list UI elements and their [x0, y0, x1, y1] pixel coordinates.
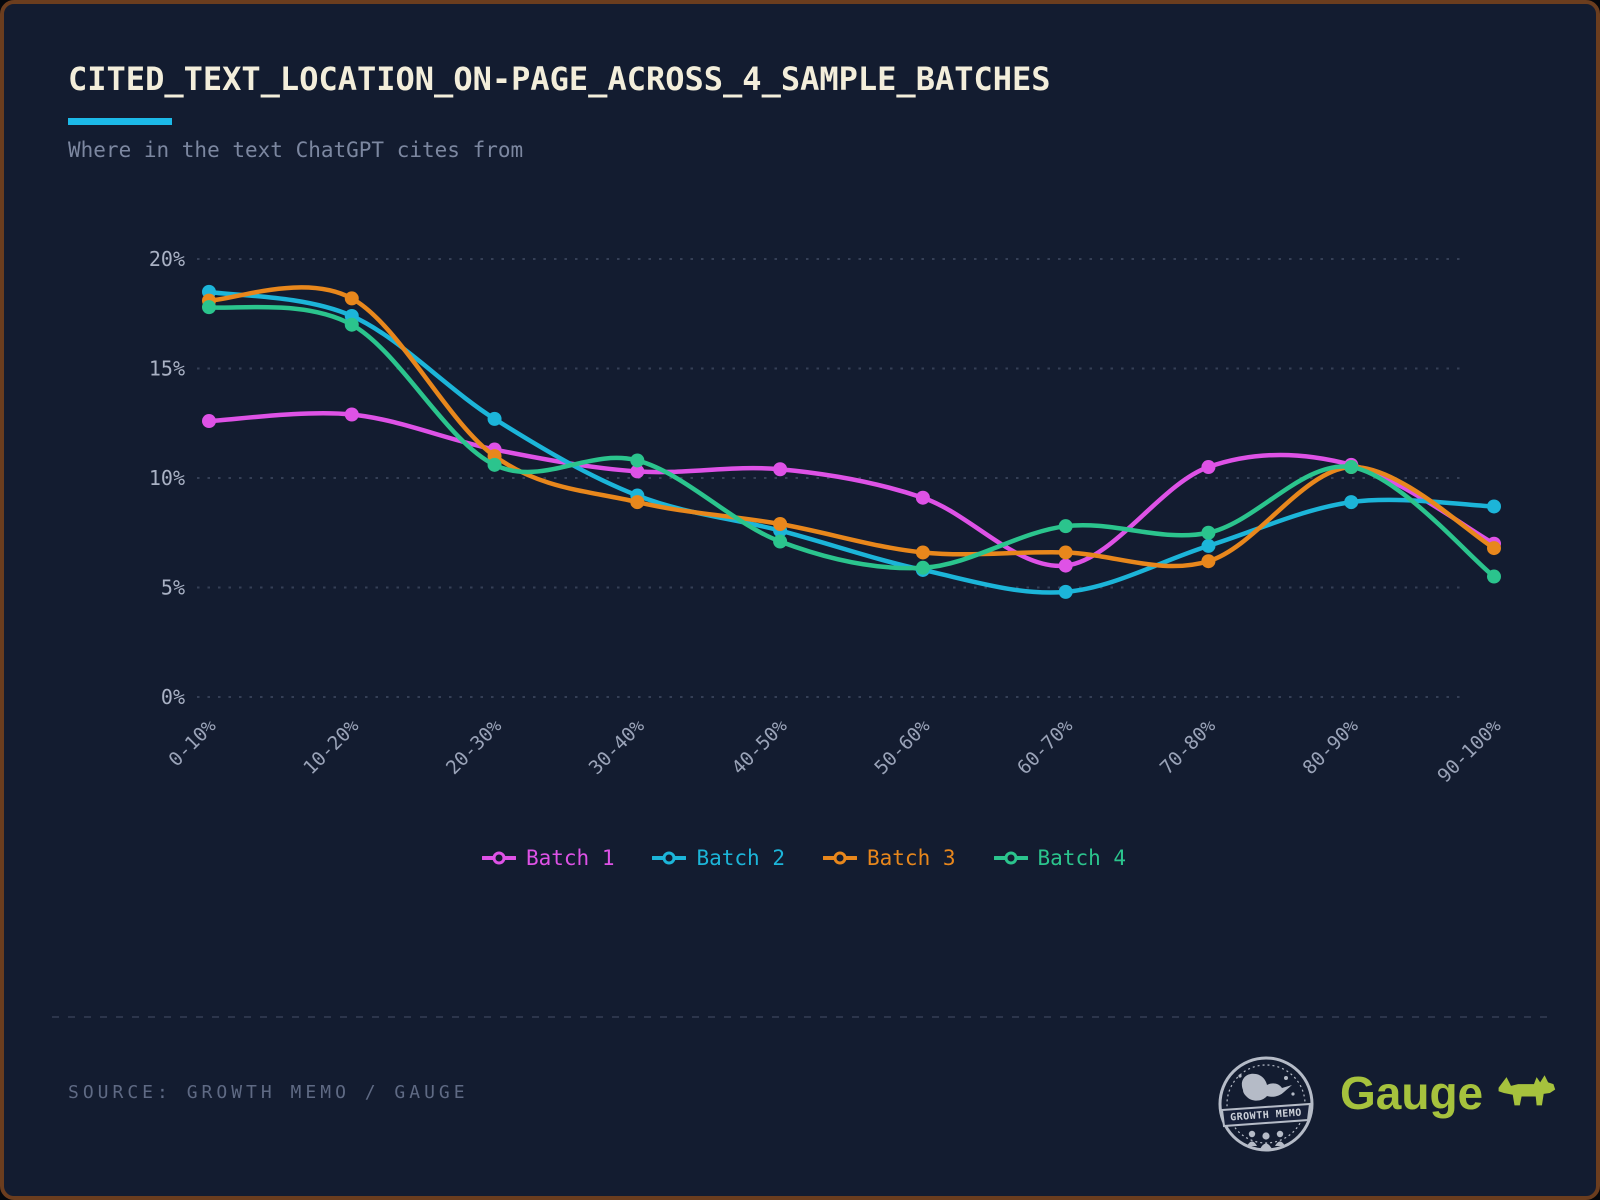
data-point-batch-4-60-70%	[1058, 519, 1073, 534]
data-point-batch-4-70-80%	[1201, 525, 1216, 540]
y-tick-label: 20%	[149, 247, 185, 271]
data-point-batch-1-0-10%	[202, 414, 216, 429]
title-accent-bar	[68, 118, 172, 125]
line-chart: 0% 5% 10% 15% 20% 0-10% 10-20% 20-30% 30-40% 40-5…	[4, 204, 1596, 824]
series-line-batch-4	[206, 304, 1497, 579]
badge-speck	[1291, 1092, 1295, 1096]
data-point-batch-4-50-60%	[915, 560, 930, 575]
x-tick-label: 30-40%	[585, 715, 649, 779]
data-point-batch-4-30-40%	[630, 453, 645, 468]
data-point-batch-4-0-10%	[202, 300, 216, 315]
legend-marker-icon	[993, 851, 1028, 865]
data-point-batch-4-90-100%	[1487, 569, 1501, 584]
x-tick-label: 80-90%	[1299, 715, 1363, 779]
x-tick-label: 60-70%	[1013, 715, 1077, 779]
series-line-batch-3	[206, 285, 1497, 569]
data-point-batch-2-20-30%	[487, 411, 502, 426]
data-point-batch-1-10-20%	[344, 407, 359, 422]
data-point-batch-4-20-30%	[487, 457, 502, 472]
data-point-batch-3-40-50%	[773, 516, 788, 531]
legend-item-batch-3: Batch 3	[823, 846, 956, 870]
x-tick-label: 70-80%	[1156, 715, 1220, 779]
data-point-batch-3-10-20%	[344, 291, 359, 306]
legend-marker-icon	[481, 851, 516, 865]
y-tick-label: 15%	[149, 357, 185, 381]
y-tick-label: 5%	[161, 576, 185, 600]
legend-item-batch-1: Batch 1	[481, 846, 615, 870]
data-point-batch-2-80-90%	[1344, 495, 1359, 510]
source-attribution: SOURCE: GROWTH MEMO / GAUGE	[68, 1082, 469, 1103]
gauge-logo: Gauge	[1340, 1066, 1557, 1120]
badge-outer-ring	[1218, 1056, 1314, 1152]
data-point-batch-4-40-50%	[773, 534, 788, 549]
data-point-batch-2-90-100%	[1487, 499, 1501, 514]
badge-speck	[1238, 1074, 1242, 1078]
chart-canvas: 0% 5% 10% 15% 20% 0-10% 10-20% 20-30% 30-40% 40-5…	[149, 247, 1506, 788]
data-point-batch-1-50-60%	[915, 490, 930, 505]
gauge-wordmark: Gauge	[1340, 1067, 1484, 1119]
footer-separator	[52, 1016, 1556, 1018]
legend-label: Batch 4	[1037, 846, 1127, 870]
badge-banner-text: GROWTH MEMO	[1230, 1108, 1302, 1124]
hummingbird-icon	[1241, 1073, 1292, 1101]
badge-figures	[1247, 1130, 1285, 1149]
dog-icon	[1498, 1075, 1556, 1106]
data-point-batch-3-90-100%	[1487, 541, 1501, 556]
legend-label: Batch 1	[525, 846, 615, 870]
legend-label: Batch 2	[696, 846, 785, 870]
legend-item-batch-2: Batch 2	[652, 846, 785, 870]
chart-legend: Batch 1 Batch 2 Batch 3 Batch 4	[4, 840, 1596, 876]
data-point-batch-3-50-60%	[915, 545, 930, 560]
data-point-batch-2-70-80%	[1201, 538, 1216, 553]
badge-banner	[1220, 1102, 1312, 1128]
data-point-batch-3-60-70%	[1058, 545, 1073, 560]
data-point-batch-1-70-80%	[1201, 460, 1216, 475]
data-point-batch-1-60-70%	[1058, 558, 1073, 573]
y-tick-label: 0%	[161, 685, 185, 709]
page-subtitle: Where in the text ChatGPT cites from	[68, 138, 524, 162]
legend-marker-icon	[652, 851, 687, 865]
x-tick-label: 50-60%	[870, 715, 934, 779]
data-point-batch-4-80-90%	[1344, 460, 1359, 475]
x-tick-label: 0-10%	[165, 715, 221, 771]
data-point-batch-1-40-50%	[773, 462, 788, 477]
page-title: CITED_TEXT_LOCATION_ON-PAGE_ACROSS_4_SAM…	[68, 60, 1051, 98]
growth-memo-badge: GROWTH MEMO	[1218, 1056, 1314, 1152]
x-tick-label: 90-100%	[1433, 715, 1506, 788]
x-tick-label: 10-20%	[299, 715, 363, 779]
badge-speck	[1284, 1076, 1288, 1080]
data-point-batch-3-70-80%	[1201, 554, 1216, 569]
x-tick-label: 40-50%	[728, 715, 792, 779]
x-tick-label: 20-30%	[442, 715, 506, 779]
legend-item-batch-4: Batch 4	[993, 846, 1127, 870]
data-point-batch-2-60-70%	[1058, 584, 1073, 599]
series-line-batch-1	[206, 411, 1497, 569]
legend-label: Batch 3	[867, 846, 956, 870]
data-point-batch-3-30-40%	[630, 495, 645, 510]
series-line-batch-2	[206, 289, 1497, 595]
data-point-batch-1-30-40%	[630, 464, 645, 479]
data-point-batch-4-10-20%	[344, 317, 359, 332]
y-tick-label: 10%	[149, 466, 185, 490]
legend-marker-icon	[823, 851, 857, 865]
